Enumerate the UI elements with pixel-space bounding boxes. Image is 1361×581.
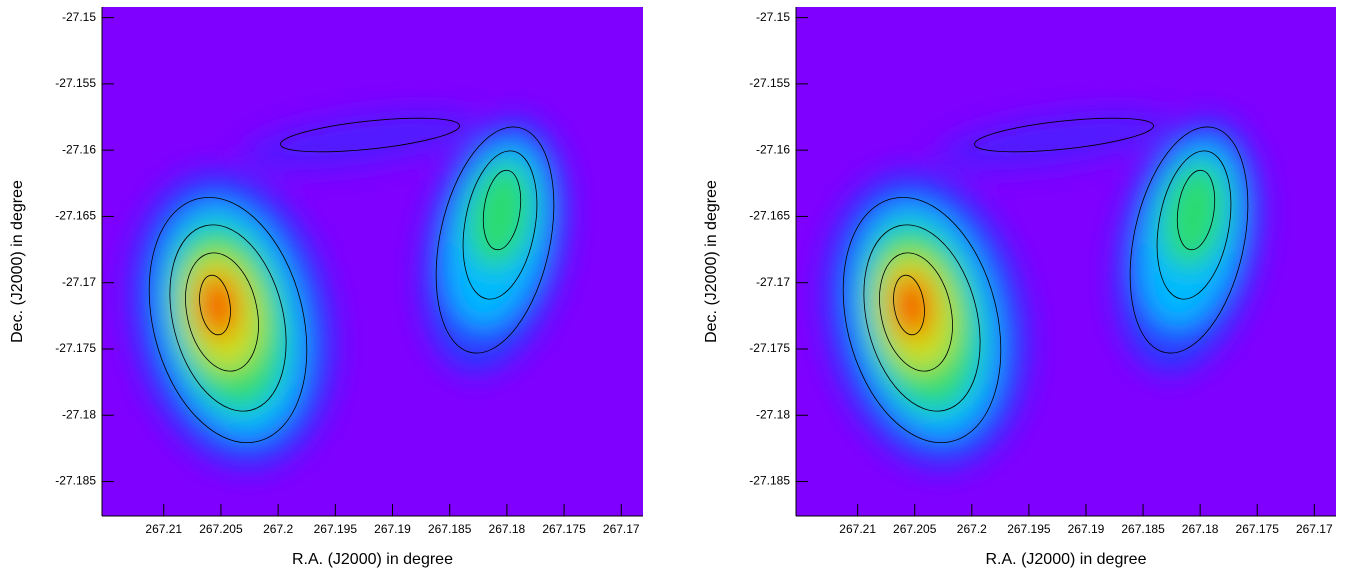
y-tick-label: -27.16 — [756, 142, 790, 156]
x-tick-label: 267.18 — [489, 522, 526, 536]
y-tick-label: -27.155 — [749, 76, 790, 90]
x-tick-label: 267.205 — [199, 522, 243, 536]
y-tick-label: -27.18 — [756, 407, 790, 421]
y-tick-label: -27.165 — [55, 209, 96, 223]
x-tick-label: 267.205 — [893, 522, 937, 536]
y-tick-label: -27.17 — [756, 275, 790, 289]
x-tick-label: 267.19 — [1068, 522, 1105, 536]
x-tick-label: 267.185 — [428, 522, 472, 536]
x-tick-label: 267.21 — [839, 522, 876, 536]
figure: 267.21 267.205 267.2 267.195 267.19 267.185 26… — [0, 0, 1361, 576]
x-tick-label: 267.175 — [542, 522, 586, 536]
y-axis-label: Dec. (J2000) in degree — [703, 180, 720, 343]
y-tick-label: -27.175 — [55, 341, 96, 355]
y-tick-label: -27.185 — [749, 474, 790, 488]
y-tick-label: -27.175 — [749, 341, 790, 355]
x-tick-label: 267.17 — [1296, 522, 1333, 536]
x-tick-label: 267.195 — [314, 522, 358, 536]
x-tick-label: 267.175 — [1236, 522, 1280, 536]
x-tick-label: 267.19 — [374, 522, 411, 536]
y-tick-label: -27.18 — [62, 407, 96, 421]
x-axis-label: R.A. (J2000) in degree — [292, 551, 453, 568]
x-tick-label: 267.21 — [145, 522, 182, 536]
y-tick-label: -27.17 — [62, 275, 96, 289]
x-axis-label: R.A. (J2000) in degree — [986, 551, 1147, 568]
y-tick-label: -27.15 — [756, 10, 790, 24]
y-tick-label: -27.15 — [62, 10, 96, 24]
y-tick-label: -27.185 — [55, 474, 96, 488]
y-tick-label: -27.16 — [62, 142, 96, 156]
x-tick-label: 267.195 — [1007, 522, 1051, 536]
x-tick-label: 267.17 — [603, 522, 640, 536]
x-tick-label: 267.2 — [957, 522, 987, 536]
heatmap-image — [796, 7, 1336, 516]
x-tick-label: 267.18 — [1182, 522, 1219, 536]
x-tick-label: 267.185 — [1121, 522, 1165, 536]
heatmap-image — [102, 7, 643, 516]
y-tick-label: -27.155 — [55, 76, 96, 90]
y-tick-label: -27.165 — [749, 209, 790, 223]
y-axis-label: Dec. (J2000) in degree — [9, 180, 26, 343]
x-tick-label: 267.2 — [263, 522, 293, 536]
